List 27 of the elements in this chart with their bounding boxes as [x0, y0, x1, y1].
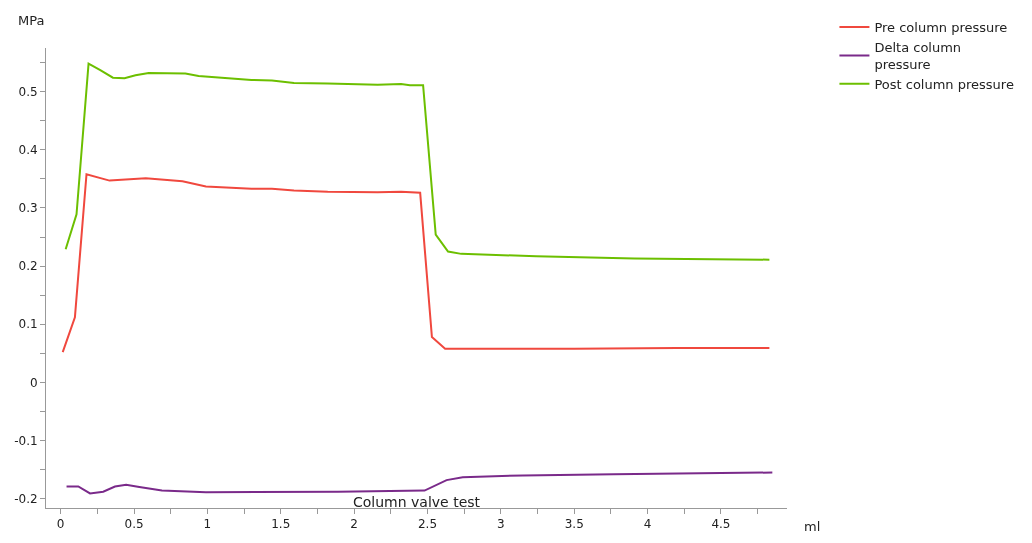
y-tick-label: -0.2 [14, 491, 38, 506]
x-tick-label: 4 [643, 517, 652, 532]
x-tick-label: 2.5 [417, 517, 438, 532]
y-tick-label: -0.1 [14, 433, 38, 448]
y-axis-title: MPa [18, 13, 45, 28]
y-tick-label: 0.5 [18, 84, 38, 99]
y-tick-label: 0.2 [18, 259, 38, 274]
x-tick-label: 3 [497, 517, 505, 532]
y-tick-label: 0.4 [18, 142, 38, 157]
legend-label: Post column pressure [874, 76, 1014, 92]
line-series [64, 62, 771, 261]
x-tick-label: 0 [56, 517, 65, 532]
x-tick-label: 4.5 [711, 517, 731, 532]
x-tick-label: 0.5 [124, 517, 144, 532]
legend-label: Pre column pressure [874, 20, 1008, 36]
x-tick-label: 3.5 [564, 517, 584, 532]
line-series [61, 173, 771, 354]
x-axis-title: ml [804, 519, 821, 534]
line-series [65, 471, 774, 495]
x-tick-label: 1 [203, 517, 212, 532]
x-tick-label: 2 [350, 517, 358, 532]
x-tick-label: 1.5 [271, 517, 291, 532]
y-tick-label: 0.1 [18, 317, 38, 332]
annotation: Column valve test [353, 494, 481, 510]
y-tick-label: 0 [29, 375, 38, 390]
y-tick-label: 0.3 [18, 201, 38, 216]
legend-label: Delta column pressure [874, 40, 962, 72]
